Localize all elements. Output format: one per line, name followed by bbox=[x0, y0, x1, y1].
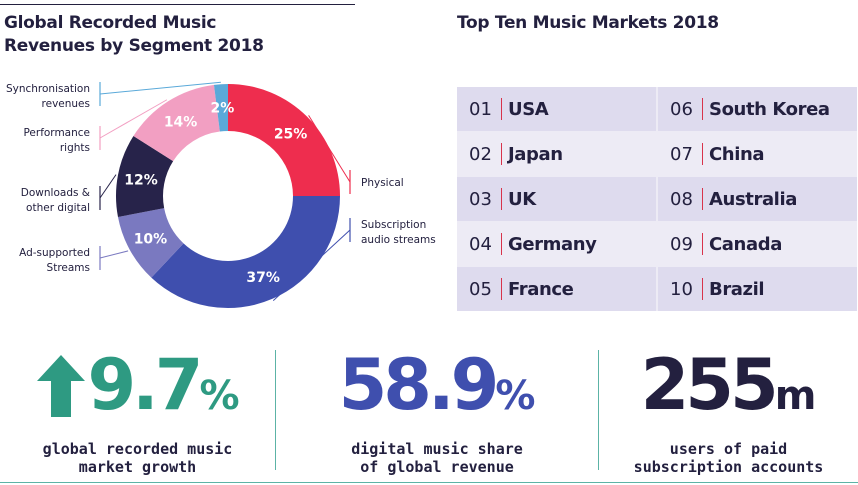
legend-label: rights bbox=[60, 142, 90, 154]
market-separator bbox=[501, 278, 502, 300]
donut-slice-synchronisation-revenues bbox=[213, 84, 228, 132]
market-rank: 02 bbox=[469, 143, 492, 165]
market-item: 09 Canada bbox=[658, 222, 857, 266]
market-rank: 07 bbox=[670, 143, 693, 165]
stat-digital-share-caption: digital music share of global revenue bbox=[351, 440, 523, 476]
stat-subscribers-value: 255m bbox=[640, 344, 817, 426]
market-rank: 04 bbox=[469, 233, 492, 255]
legend-label: Performance bbox=[23, 127, 90, 139]
legend-label: Ad-supported bbox=[19, 247, 90, 259]
donut-slice-ad-supported-streams bbox=[117, 208, 184, 278]
legend-label: audio streams bbox=[361, 234, 436, 246]
slice-value-label: 14% bbox=[164, 114, 198, 130]
stat-divider-1 bbox=[275, 350, 276, 470]
chart-title-line-2: Revenues by Segment 2018 bbox=[4, 36, 264, 56]
legend-label: Physical bbox=[361, 177, 404, 189]
market-item: 02 Japan bbox=[457, 132, 656, 176]
stat-growth-value: 9.7% bbox=[0, 345, 275, 436]
market-item: 07 China bbox=[658, 132, 857, 176]
stat-divider-2 bbox=[598, 350, 599, 470]
donut-slice-performance-rights bbox=[133, 84, 220, 162]
market-country: Germany bbox=[508, 233, 597, 255]
market-item: 06 South Korea bbox=[658, 87, 857, 131]
legend-leader-line bbox=[308, 115, 351, 183]
slice-value-label: 10% bbox=[134, 232, 168, 248]
legend-leader-line bbox=[99, 99, 168, 139]
market-rank: 03 bbox=[469, 188, 492, 210]
market-country: Japan bbox=[508, 143, 563, 165]
chart-title-line-1: Global Recorded Music bbox=[4, 13, 217, 33]
market-country: France bbox=[508, 278, 574, 300]
stat-subscribers: 255m users of paid subscription accounts bbox=[599, 344, 858, 476]
market-item: 10 Brazil bbox=[658, 267, 857, 311]
market-country: China bbox=[709, 143, 765, 165]
top-rule bbox=[0, 4, 355, 5]
legend-leader-line bbox=[99, 250, 129, 259]
slice-value-label: 37% bbox=[246, 270, 280, 286]
donut-slice-subscription-audio-streams bbox=[151, 196, 340, 309]
market-separator bbox=[702, 98, 703, 120]
bottom-rule bbox=[0, 482, 858, 483]
legend-label: other digital bbox=[26, 202, 90, 214]
donut-slice-downloads-other-digital bbox=[115, 135, 174, 217]
market-item: 05 France bbox=[457, 267, 656, 311]
stat-digital-share-value: 58.9% bbox=[338, 344, 536, 426]
markets-title: Top Ten Music Markets 2018 bbox=[457, 13, 719, 33]
market-country: Canada bbox=[709, 233, 782, 255]
market-rank: 05 bbox=[469, 278, 492, 300]
chart-title: Global Recorded Music Revenues by Segmen… bbox=[4, 12, 304, 58]
market-item: 04 Germany bbox=[457, 222, 656, 266]
slice-value-label: 25% bbox=[274, 126, 308, 142]
stat-subscribers-caption: users of paid subscription accounts bbox=[633, 440, 824, 476]
stat-growth-caption: global recorded music market growth bbox=[42, 440, 233, 476]
market-item: 03 UK bbox=[457, 177, 656, 221]
market-rank: 10 bbox=[670, 278, 693, 300]
market-separator bbox=[702, 233, 703, 255]
market-separator bbox=[702, 278, 703, 300]
market-separator bbox=[501, 233, 502, 255]
market-separator bbox=[702, 143, 703, 165]
market-country: UK bbox=[508, 188, 536, 210]
market-country: Brazil bbox=[709, 278, 765, 300]
slice-value-label: 12% bbox=[124, 172, 158, 188]
market-rank: 08 bbox=[670, 188, 693, 210]
donut-chart: 25% Physical 37% Subscription audio streams 1… bbox=[6, 81, 436, 309]
legend-label: Streams bbox=[47, 262, 90, 274]
market-separator bbox=[702, 188, 703, 210]
donut-slice-physical bbox=[228, 84, 340, 196]
market-separator bbox=[501, 188, 502, 210]
market-country: Australia bbox=[709, 188, 797, 210]
up-arrow-icon bbox=[37, 355, 86, 417]
market-item: 08 Australia bbox=[658, 177, 857, 221]
market-rank: 09 bbox=[670, 233, 693, 255]
market-separator bbox=[501, 98, 502, 120]
slice-value-label: 2% bbox=[211, 101, 235, 117]
market-country: South Korea bbox=[709, 98, 830, 120]
stat-growth: 9.7% global recorded music market growth bbox=[0, 345, 275, 476]
legend-leader-line bbox=[272, 229, 351, 301]
market-item: 01 USA bbox=[457, 87, 656, 131]
stat-digital-share: 58.9% digital music share of global reve… bbox=[276, 344, 598, 476]
market-separator bbox=[501, 143, 502, 165]
market-rank: 06 bbox=[670, 98, 693, 120]
legend-label: Synchronisation bbox=[6, 83, 90, 95]
legend-label: Downloads & bbox=[21, 187, 90, 199]
legend-leader-line bbox=[99, 174, 117, 199]
markets-table: 01 USA 02 Japan 03 UK 04 Germany 05 France 06 South… bbox=[457, 87, 857, 311]
market-country: USA bbox=[508, 98, 549, 120]
legend-label: revenues bbox=[42, 98, 90, 110]
market-rank: 01 bbox=[469, 98, 492, 120]
legend-label: Subscription bbox=[361, 219, 426, 231]
legend-leader-line bbox=[99, 81, 221, 95]
